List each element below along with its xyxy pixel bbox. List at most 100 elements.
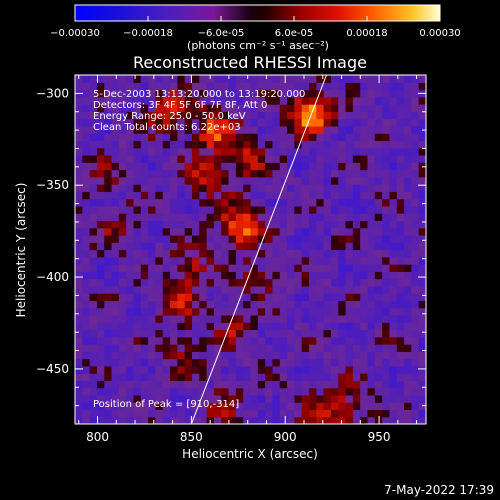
heatmap-cell: [301, 373, 310, 381]
heatmap-cell: [265, 242, 274, 251]
heatmap-cell: [228, 234, 237, 243]
heatmap-cell: [82, 351, 91, 360]
heatmap-cell: [140, 220, 149, 229]
heatmap-cell: [389, 227, 398, 236]
heatmap-cell: [184, 278, 193, 287]
heatmap-cell: [404, 365, 412, 374]
heatmap-cell: [206, 285, 215, 294]
heatmap-cell: [279, 213, 288, 222]
heatmap-cell: [162, 322, 171, 331]
heatmap-cell: [243, 118, 252, 127]
heatmap-cell: [338, 329, 347, 338]
heatmap-cell: [184, 82, 193, 91]
heatmap-cell: [272, 300, 281, 309]
heatmap-cell: [235, 162, 244, 171]
heatmap-cell: [118, 234, 127, 243]
heatmap-cell: [184, 205, 193, 214]
heatmap-cell: [199, 409, 208, 418]
heatmap-cell: [162, 154, 171, 163]
heatmap-cell: [133, 140, 142, 149]
heatmap-cell: [287, 220, 295, 229]
heatmap-cell: [82, 147, 91, 156]
heatmap-cell: [345, 322, 354, 331]
heatmap-cell: [89, 140, 98, 149]
heatmap-cell: [118, 213, 127, 222]
heatmap-cell: [367, 307, 376, 316]
heatmap-cell: [155, 344, 164, 352]
heatmap-cell: [367, 162, 376, 171]
heatmap-cell: [177, 234, 186, 243]
heatmap-cell: [177, 125, 186, 134]
heatmap-cell: [235, 198, 244, 207]
heatmap-cell: [418, 184, 426, 192]
heatmap-cell: [250, 234, 259, 243]
heatmap-cell: [352, 293, 361, 301]
heatmap-cell: [243, 184, 252, 192]
heatmap-cell: [184, 104, 193, 112]
heatmap-cell: [213, 133, 222, 142]
heatmap-cell: [177, 264, 186, 272]
heatmap-cell: [367, 365, 376, 374]
heatmap-cell: [411, 271, 420, 280]
heatmap-cell: [330, 256, 339, 265]
heatmap-cell: [162, 358, 171, 367]
heatmap-cell: [272, 285, 281, 294]
heatmap-cell: [221, 184, 230, 192]
heatmap-cell: [82, 104, 91, 112]
heatmap-cell: [170, 344, 178, 352]
heatmap-cell: [404, 314, 412, 323]
heatmap-cell: [352, 140, 361, 149]
heatmap-cell: [250, 133, 259, 142]
heatmap-cell: [75, 329, 83, 338]
heatmap-cell: [301, 307, 310, 316]
heatmap-cell: [382, 409, 391, 418]
heatmap-cell: [75, 351, 83, 360]
heatmap-cell: [330, 300, 339, 309]
heatmap-cell: [177, 191, 186, 200]
heatmap-cell: [272, 96, 281, 105]
heatmap-cell: [75, 249, 83, 258]
heatmap-cell: [316, 213, 325, 222]
heatmap-cell: [89, 162, 98, 171]
heatmap-cell: [309, 118, 317, 127]
heatmap-cell: [82, 344, 91, 352]
heatmap-cell: [118, 387, 127, 396]
heatmap-cell: [126, 351, 135, 360]
heatmap-cell: [89, 409, 98, 418]
heatmap-cell: [243, 147, 252, 156]
heatmap-cell: [206, 293, 215, 301]
heatmap-cell: [316, 380, 325, 389]
heatmap-cell: [250, 140, 259, 149]
heatmap-cell: [148, 293, 157, 301]
heatmap-cell: [104, 198, 113, 207]
heatmap-cell: [228, 293, 237, 301]
heatmap-cell: [133, 96, 142, 105]
heatmap-cell: [396, 111, 405, 120]
heatmap-cell: [126, 344, 135, 352]
heatmap-cell: [213, 96, 222, 105]
heatmap-cell: [345, 409, 354, 418]
heatmap-cell: [411, 344, 420, 352]
heatmap-cell: [177, 242, 186, 251]
heatmap-cell: [265, 147, 274, 156]
heatmap-cell: [323, 118, 332, 127]
heatmap-cell: [133, 234, 142, 243]
peak-position-label: Position of Peak = [910,-314]: [93, 399, 239, 410]
heatmap-cell: [162, 227, 171, 236]
heatmap-cell: [287, 264, 295, 272]
heatmap-cell: [243, 307, 252, 316]
heatmap-cell: [330, 307, 339, 316]
heatmap-cell: [170, 285, 178, 294]
heatmap-cell: [221, 176, 230, 185]
heatmap-cell: [389, 322, 398, 331]
heatmap-cell: [192, 380, 200, 389]
heatmap-cell: [418, 227, 426, 236]
heatmap-cell: [257, 213, 266, 222]
heatmap-cell: [192, 96, 200, 105]
heatmap-cell: [199, 140, 208, 149]
heatmap-cell: [235, 242, 244, 251]
heatmap-cell: [213, 118, 222, 127]
heatmap-cell: [389, 169, 398, 178]
heatmap-cell: [374, 162, 383, 171]
heatmap-cell: [221, 213, 230, 222]
